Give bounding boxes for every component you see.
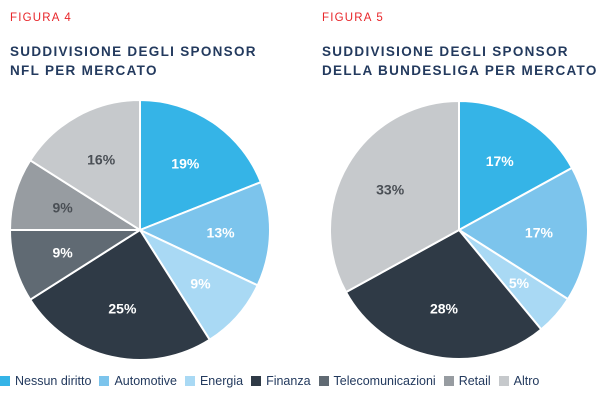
pie-slice [329, 100, 460, 294]
legend-label: Retail [458, 374, 491, 388]
legend-swatch [318, 376, 329, 386]
pie-slice [29, 99, 141, 231]
figure-4-panel: FIGURA 4 SUDDIVISIONE DEGLI SPONSOR NFL … [0, 0, 300, 361]
legend-label: Altro [513, 374, 540, 388]
legend-swatch [99, 376, 110, 386]
pie-slice [139, 99, 262, 231]
legend-label: Finanza [266, 374, 311, 388]
slice-label: 17% [486, 153, 515, 169]
pie-slice [344, 229, 543, 360]
chart-legend: Nessun diritto Automotive Energia Finanza Te… [0, 372, 600, 390]
slice-label: 5% [509, 275, 530, 291]
pie-chart-nfl: 19% 13% 9% 25% 9% 9% 16% [9, 99, 271, 361]
slice-label: 16% [87, 151, 116, 167]
chart-title-line: NFL PER MERCATO [10, 63, 158, 78]
legend-item: Altro [498, 374, 540, 388]
figure-label: FIGURA 4 [10, 12, 73, 24]
legend-swatch [498, 376, 509, 386]
slice-label: 9% [52, 200, 73, 216]
legend-item: Nessun diritto [0, 374, 91, 388]
figure-label: FIGURA 5 [322, 12, 385, 24]
legend-label: Energia [199, 374, 244, 388]
slice-label: 25% [108, 301, 137, 317]
pie-slice [29, 229, 211, 361]
chart-title-line: SUDDIVISIONE DEGLI SPONSOR [322, 44, 569, 59]
chart-title: SUDDIVISIONE DEGLI SPONSOR DELLA BUNDESL… [322, 42, 600, 80]
legend-item: Energia [184, 374, 244, 388]
legend-label: Telecomunicazioni [333, 374, 436, 388]
legend-label: Nessun diritto [15, 374, 92, 388]
legend-swatch [0, 376, 10, 386]
slice-label: 33% [376, 181, 405, 197]
slice-label: 13% [207, 225, 236, 241]
legend-item: Retail [443, 374, 491, 388]
pie-slice [458, 166, 589, 301]
figure-5-panel: FIGURA 5 SUDDIVISIONE DEGLI SPONSOR DELL… [312, 0, 600, 360]
pie-slice [139, 181, 271, 287]
legend-label: Automotive [114, 374, 177, 388]
legend-swatch [184, 376, 195, 386]
slice-label: 9% [190, 275, 211, 291]
legend-swatch [443, 376, 454, 386]
legend-swatch [251, 376, 262, 386]
slice-label: 9% [52, 244, 73, 260]
pie-slice [458, 100, 574, 231]
chart-title-line: SUDDIVISIONE DEGLI SPONSOR [10, 44, 257, 59]
pie-chart-bundesliga: 17% 17% 5% 28% 33% [329, 100, 589, 360]
chart-title-line: DELLA BUNDESLIGA PER MERCATO [322, 63, 598, 78]
chart-title: SUDDIVISIONE DEGLI SPONSOR NFL PER MERCA… [10, 42, 300, 80]
slice-label: 19% [171, 155, 200, 171]
legend-item: Automotive [99, 374, 177, 388]
slice-label: 28% [430, 301, 459, 317]
legend-item: Telecomunicazioni [318, 374, 436, 388]
slice-label: 17% [525, 225, 554, 241]
legend-item: Finanza [251, 374, 311, 388]
